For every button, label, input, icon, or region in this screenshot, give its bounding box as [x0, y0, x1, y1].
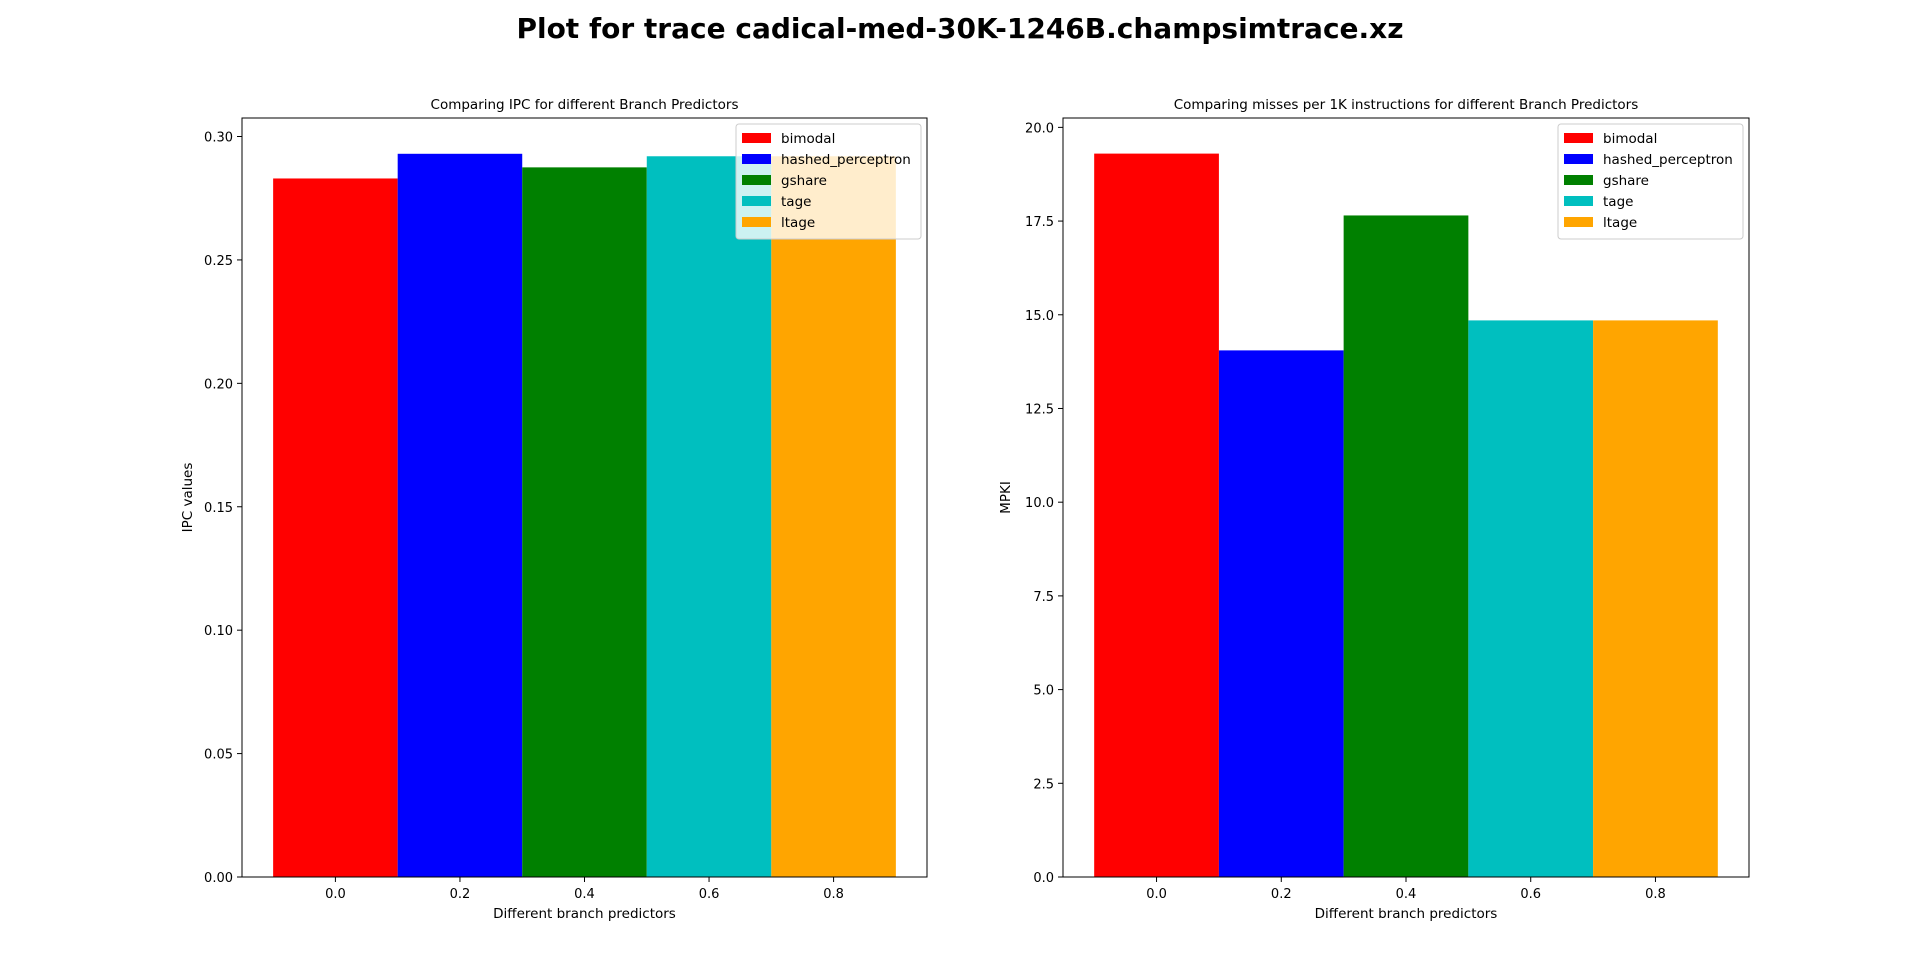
ipc-legend-label-hashed_perceptron: hashed_perceptron — [781, 152, 911, 168]
mpki-legend-label-gshare: gshare — [1603, 173, 1649, 189]
mpki-legend-label-ltage: ltage — [1603, 215, 1637, 231]
ipc-x-axis-label: Different branch predictors — [493, 906, 676, 922]
ipc-legend-label-ltage: ltage — [781, 215, 815, 231]
ipc-legend-box — [735, 123, 922, 240]
ipc-legend-label-gshare: gshare — [781, 173, 827, 189]
mpki-legend-swatch-bimodal — [1564, 133, 1593, 143]
mpki-y-tick-label: 10.0 — [1025, 496, 1054, 511]
ipc-y-tick-label: 0.05 — [204, 748, 233, 763]
ipc-y-tick-label: 0.30 — [204, 131, 233, 146]
mpki-x-tick-label: 0.6 — [1520, 887, 1541, 902]
ipc-y-tick-label: 0.00 — [204, 871, 233, 886]
mpki-legend-swatch-gshare — [1564, 175, 1593, 185]
mpki-x-tick-label: 0.4 — [1396, 887, 1417, 902]
ipc-bar-bimodal — [273, 178, 398, 878]
mpki-y-tick-label: 20.0 — [1025, 121, 1054, 136]
ipc-x-tick-label: 0.0 — [325, 887, 346, 902]
mpki-x-tick-label: 0.8 — [1645, 887, 1666, 902]
mpki-x-tick-label: 0.2 — [1271, 887, 1292, 902]
ipc-x-tick-label: 0.2 — [450, 887, 471, 902]
mpki-legend-label-bimodal: bimodal — [1603, 131, 1657, 147]
ipc-bar-gshare — [522, 167, 647, 878]
mpki-y-tick-label: 15.0 — [1025, 309, 1054, 324]
mpki-legend-swatch-ltage — [1564, 217, 1593, 227]
mpki-x-tick-label: 0.0 — [1146, 887, 1167, 902]
ipc-legend-swatch-hashed_perceptron — [742, 154, 771, 164]
mpki-bar-hashed_perceptron — [1218, 350, 1344, 877]
ipc-legend-swatch-tage — [742, 196, 771, 206]
mpki-legend-swatch-hashed_perceptron — [1564, 154, 1593, 164]
ipc-y-tick-label: 0.25 — [204, 254, 233, 269]
mpki-y-tick-label: 17.5 — [1025, 215, 1054, 230]
ipc-y-tick-label: 0.10 — [204, 624, 233, 639]
mpki-bar-ltage — [1593, 320, 1718, 877]
mpki-bar-tage — [1468, 320, 1594, 877]
ipc-chart: 0.0 0.2 0.4 0.6 0.8 0.00 0.05 0.10 0.15 0.20 0.25 0… — [180, 97, 928, 922]
mpki-legend-label-tage: tage — [1603, 194, 1633, 210]
mpki-y-tick-label: 5.0 — [1033, 684, 1054, 699]
mpki-y-tick-label: 2.5 — [1033, 777, 1054, 792]
ipc-y-axis-label: IPC values — [180, 463, 196, 533]
ipc-chart-title: Comparing IPC for different Branch Predi… — [431, 97, 739, 113]
mpki-y-tick-label: 0.0 — [1033, 871, 1054, 886]
mpki-y-tick-label: 12.5 — [1025, 402, 1054, 417]
ipc-x-tick-label: 0.6 — [699, 887, 720, 902]
mpki-legend-box — [1557, 123, 1744, 240]
mpki-y-axis-label: MPKI — [998, 481, 1014, 514]
mpki-chart: 0.0 0.2 0.4 0.6 0.8 0.0 2.5 5.0 7.5 10.0 12.5 15.0 1… — [998, 97, 1750, 922]
ipc-legend-swatch-bimodal — [742, 133, 771, 143]
ipc-y-tick-label: 0.15 — [204, 501, 233, 516]
ipc-x-tick-label: 0.4 — [574, 887, 595, 902]
mpki-bar-gshare — [1343, 215, 1469, 878]
ipc-y-tick-label: 0.20 — [204, 377, 233, 392]
figure-title: Plot for trace cadical-med-30K-1246B.cha… — [516, 12, 1404, 45]
mpki-x-axis-label: Different branch predictors — [1315, 906, 1498, 922]
mpki-legend-label-hashed_perceptron: hashed_perceptron — [1603, 152, 1733, 168]
ipc-legend-label-tage: tage — [781, 194, 811, 210]
ipc-legend-label-bimodal: bimodal — [781, 131, 835, 147]
ipc-x-tick-label: 0.8 — [823, 887, 844, 902]
mpki-legend-swatch-tage — [1564, 196, 1593, 206]
ipc-legend-swatch-gshare — [742, 175, 771, 185]
ipc-legend-swatch-ltage — [742, 217, 771, 227]
mpki-chart-title: Comparing misses per 1K instructions for… — [1174, 97, 1639, 113]
ipc-bar-tage — [646, 156, 772, 877]
mpki-bar-bimodal — [1094, 153, 1219, 877]
ipc-bar-ltage — [771, 156, 896, 877]
mpki-y-tick-label: 7.5 — [1033, 590, 1054, 605]
ipc-bar-hashed_perceptron — [397, 153, 523, 878]
